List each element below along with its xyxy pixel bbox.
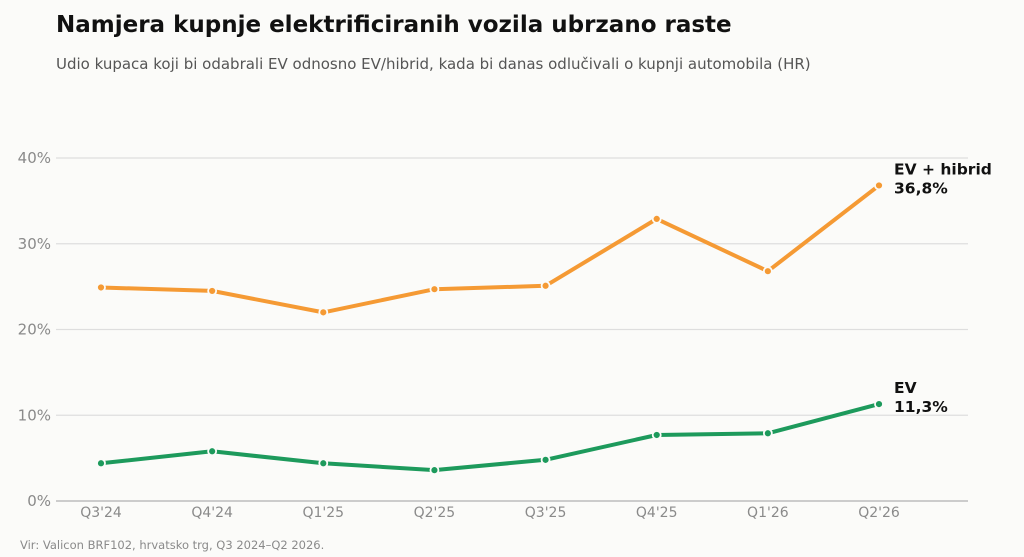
source-note: Vir: Valicon BRF102, hrvatsko trg, Q3 20…: [20, 538, 325, 552]
data-point: [318, 458, 329, 469]
data-point: [429, 465, 440, 476]
data-point: [540, 454, 551, 465]
y-tick-label: 0%: [27, 492, 51, 510]
data-point: [540, 280, 551, 291]
series-line: [99, 183, 881, 315]
gridlines: [56, 157, 968, 502]
data-point: [318, 307, 329, 318]
series-value-label: 36,8%: [894, 179, 948, 197]
series-name-label: EV + hibrid: [894, 160, 992, 178]
data-point: [429, 284, 440, 295]
y-tick-label: 10%: [18, 406, 51, 424]
chart-title: Namjera kupnje elektrificiranih vozila u…: [56, 12, 732, 38]
y-tick-label: 30%: [18, 235, 51, 253]
data-point: [651, 430, 662, 440]
x-axis-ticks: Q3'24 Q4'24 Q1'25 Q2'25 Q3'25 Q4'25 Q1'26 Q2'26: [80, 505, 900, 521]
series-line: [99, 402, 881, 473]
y-tick-label: 40%: [18, 149, 51, 167]
data-point: [762, 266, 773, 277]
x-tick-label: Q3'24: [80, 505, 122, 521]
data-point: [96, 458, 106, 469]
series-name-label: EV: [894, 379, 917, 397]
data-point: [874, 399, 884, 410]
data-point: [762, 428, 773, 439]
data-point: [207, 446, 218, 457]
y-axis-ticks: 0% 10% 20% 30% 40%: [18, 149, 51, 510]
x-tick-label: Q3'25: [525, 505, 567, 521]
chart-subtitle: Udio kupaca koji bi odabrali EV odnosno …: [56, 55, 811, 73]
x-tick-label: Q2'26: [858, 505, 900, 521]
series-lines: [99, 183, 881, 473]
data-point: [96, 282, 106, 293]
x-tick-label: Q1'25: [302, 505, 344, 521]
data-point: [874, 180, 884, 191]
series-points: [96, 180, 884, 476]
x-tick-label: Q1'26: [747, 505, 789, 521]
x-tick-label: Q4'25: [636, 505, 678, 521]
x-tick-label: Q2'25: [414, 505, 456, 521]
data-point: [651, 213, 662, 224]
y-tick-label: 20%: [18, 321, 51, 339]
x-tick-label: Q4'24: [191, 505, 233, 521]
series-value-label: 11,3%: [894, 398, 948, 416]
data-point: [207, 286, 218, 296]
